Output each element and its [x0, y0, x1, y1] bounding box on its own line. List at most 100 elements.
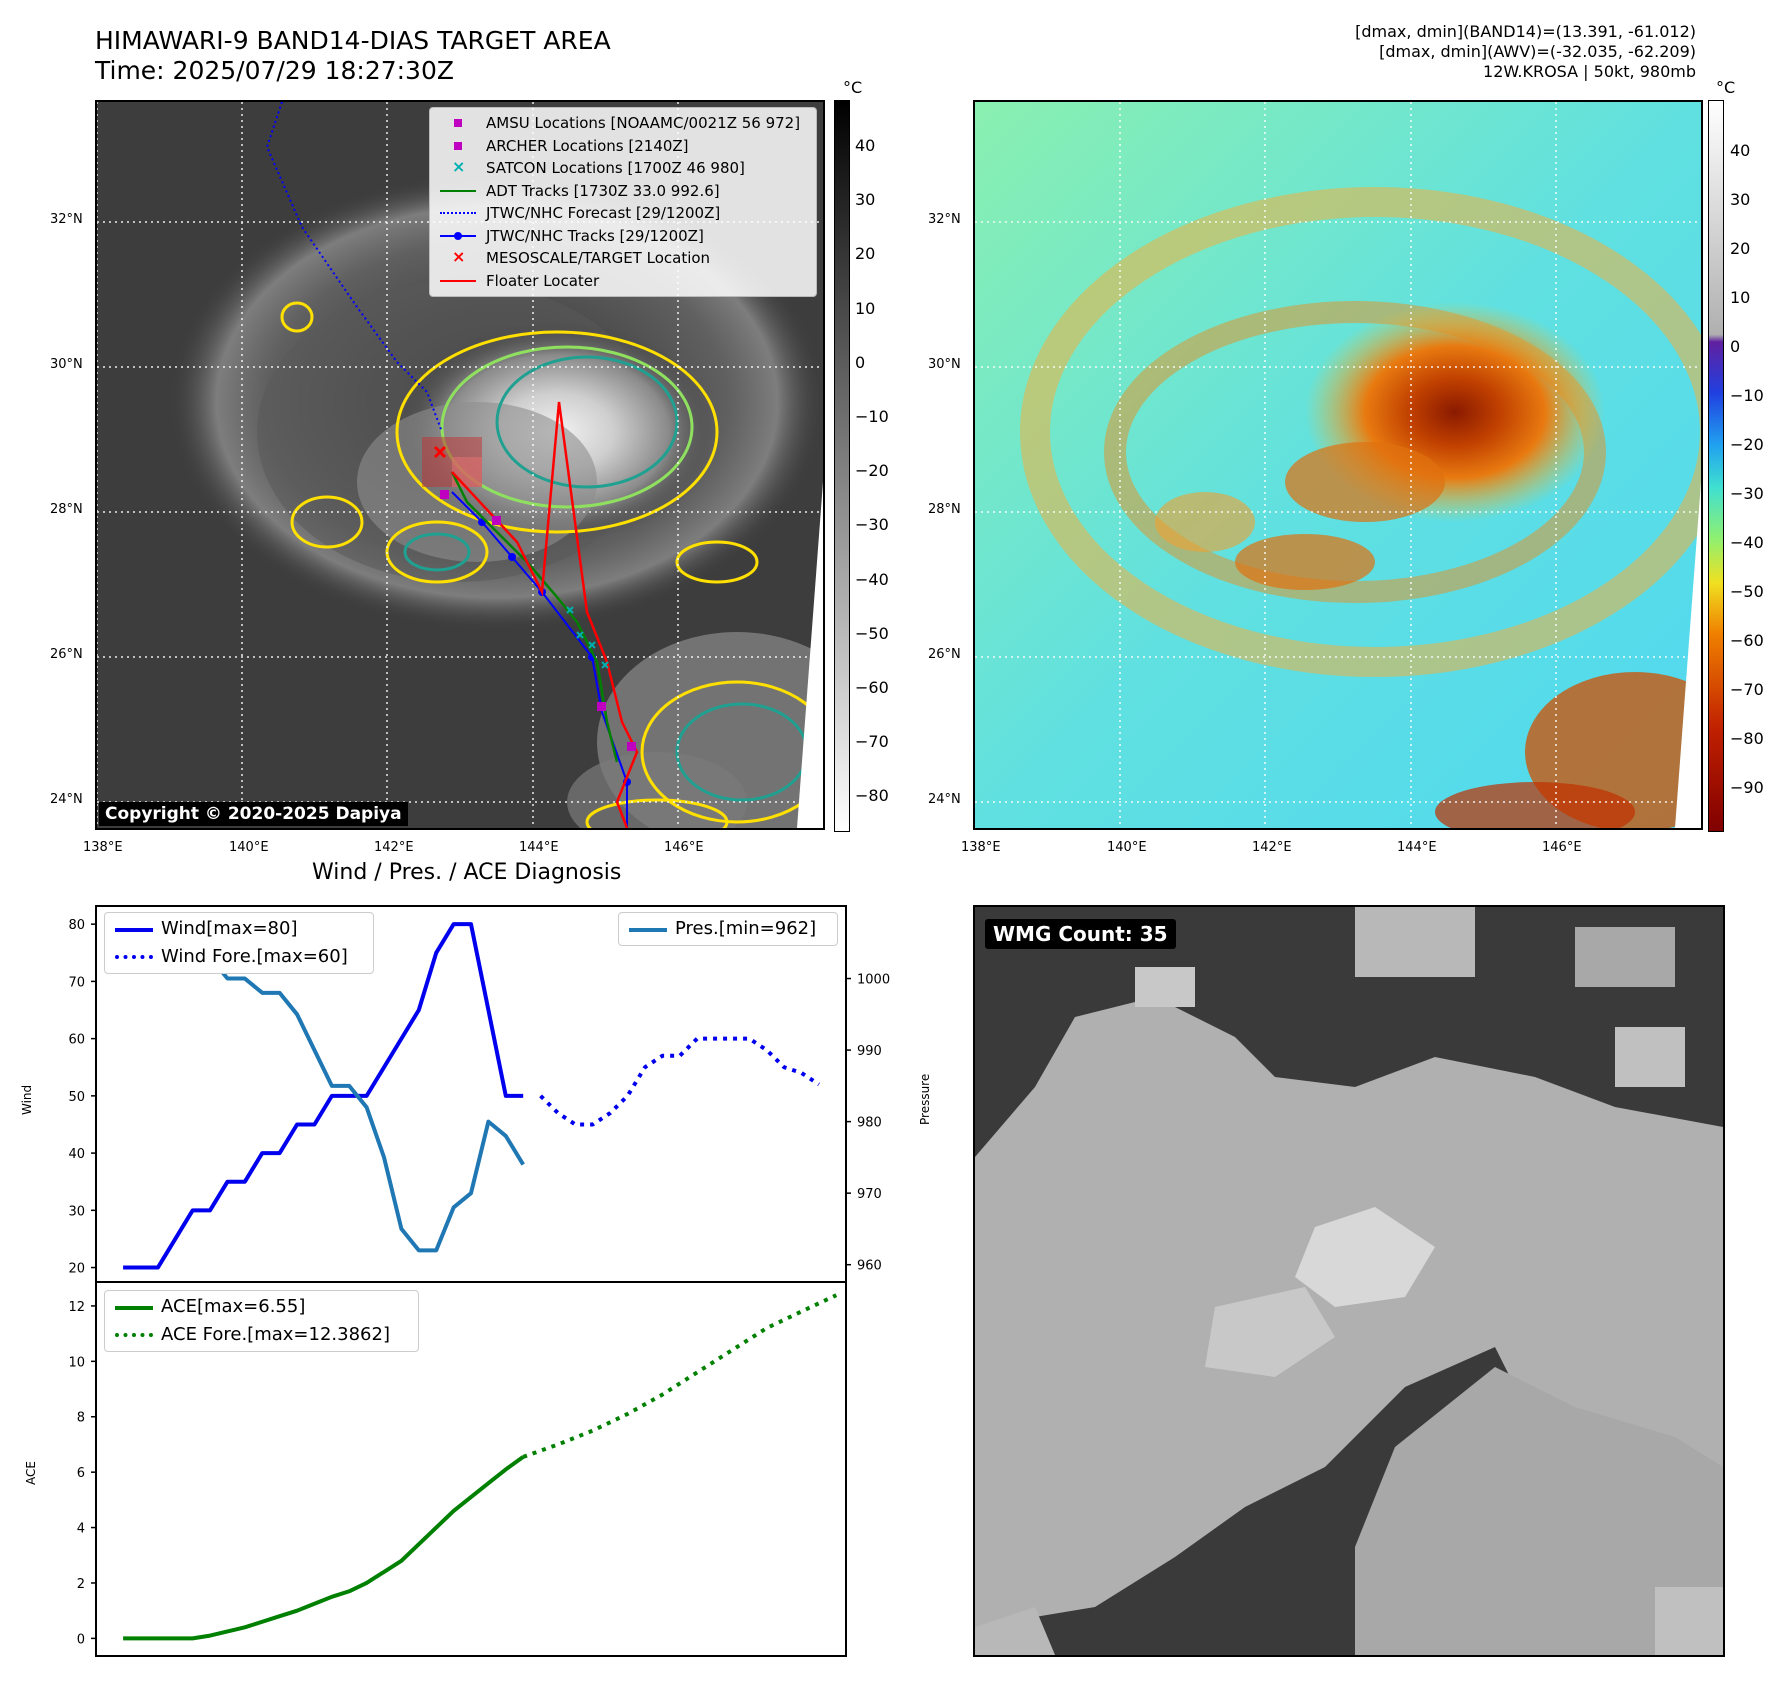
- y-tick-label: 10: [68, 1355, 85, 1370]
- lat-tick-label: 26°N: [928, 647, 961, 662]
- legend-item: Wind Fore.[max=60]: [113, 943, 365, 971]
- y-tick-label: 6: [77, 1466, 85, 1481]
- pressure-axis-label: Pressure: [918, 1073, 932, 1125]
- series-line-0-0: [123, 922, 524, 1270]
- y-tick-label: 12: [68, 1300, 85, 1315]
- ir-colorbar-tick: 10: [855, 298, 876, 318]
- lon-tick-label: 146°E: [1542, 840, 1582, 855]
- water-vapor-map: [973, 100, 1703, 830]
- lon-tick-label: 144°E: [1397, 840, 1437, 855]
- y-tick-label: 60: [68, 1033, 85, 1048]
- y-tick-label: 2: [77, 1577, 85, 1592]
- y-tick-label: 40: [68, 1147, 85, 1162]
- legend-item: Wind[max=80]: [113, 915, 365, 943]
- square-marker-icon: [438, 114, 478, 132]
- solid-line-icon: [113, 920, 153, 938]
- diagnosis-frame: [95, 905, 847, 1657]
- series-line-2-1: [522, 1293, 838, 1459]
- y-tick-label: 1000: [857, 973, 890, 988]
- ir-colorbar-unit: °C: [843, 78, 863, 97]
- wv-colorbar-tick: −20: [1730, 435, 1764, 454]
- legend-item: Pres.[min=962]: [627, 915, 829, 943]
- lon-tick-label: 138°E: [961, 840, 1001, 855]
- legend-item: × SATCON Locations [1700Z 46 980]: [438, 157, 808, 180]
- chart-divider: [97, 1281, 845, 1283]
- lat-tick-label: 24°N: [50, 792, 83, 807]
- ir-colorbar-tick: −50: [855, 623, 889, 643]
- lon-tick-label: 146°E: [664, 840, 704, 855]
- info-storm: 12W.KROSA | 50kt, 980mb: [1483, 62, 1696, 81]
- lon-tick-label: 144°E: [519, 840, 559, 855]
- lat-tick-label: 28°N: [50, 502, 83, 517]
- wv-colorbar-tick: 20: [1730, 239, 1751, 258]
- legend-item: JTWC/NHC Forecast [29/1200Z]: [438, 202, 808, 225]
- lon-tick-label: 138°E: [83, 840, 123, 855]
- wv-colorbar-tick: −50: [1730, 582, 1764, 601]
- line-marker-icon: [438, 272, 478, 290]
- solid-line-icon: [627, 920, 667, 938]
- lon-tick-label: 140°E: [1107, 840, 1147, 855]
- series-line-2-0: [123, 1455, 525, 1641]
- lat-tick-label: 30°N: [50, 357, 83, 372]
- pressure-legend: Pres.[min=962]: [618, 912, 838, 946]
- legend-item: ACE Fore.[max=12.3862]: [113, 1321, 410, 1349]
- wv-colorbar-unit: °C: [1716, 78, 1736, 97]
- ir-colorbar-tick: −10: [855, 407, 889, 426]
- legend-item: ACE[max=6.55]: [113, 1293, 410, 1321]
- line-marker-icon: [438, 182, 478, 200]
- x-marker-icon: ×: [452, 157, 466, 177]
- y-tick-label: 0: [77, 1632, 85, 1647]
- ir-colorbar-tick: −30: [855, 515, 889, 535]
- y-tick-label: 960: [857, 1259, 882, 1274]
- x-marker-icon: ×: [452, 247, 466, 267]
- wv-colorbar-tick: 0: [1730, 337, 1741, 356]
- y-tick-label: 80: [68, 918, 85, 933]
- ir-colorbar-tick: 0: [855, 352, 866, 372]
- map-legend: AMSU Locations [NOAAMC/0021Z 56 972] ARC…: [429, 107, 817, 297]
- lon-tick-label: 142°E: [374, 840, 414, 855]
- wv-colorbar-tick: −10: [1730, 386, 1764, 405]
- y-tick-label: 970: [857, 1187, 882, 1202]
- ace-axis-label: ACE: [24, 1461, 38, 1485]
- lat-tick-label: 24°N: [928, 792, 961, 807]
- ir-colorbar-tick: −80: [855, 786, 889, 806]
- wv-colorbar-tick: −90: [1730, 778, 1764, 797]
- lat-tick-label: 28°N: [928, 502, 961, 517]
- figure-time: Time: 2025/07/29 18:27:30Z: [95, 56, 454, 85]
- wv-colorbar: [1708, 100, 1724, 832]
- wmg-count-label: WMG Count: 35: [985, 919, 1176, 949]
- wv-map-svg: [975, 102, 1701, 828]
- dotted-line-icon: [113, 948, 153, 966]
- y-tick-label: 70: [68, 975, 85, 990]
- lat-tick-label: 26°N: [50, 647, 83, 662]
- ir-colorbar-tick: −70: [855, 732, 889, 752]
- wv-colorbar-tick: −40: [1730, 533, 1764, 552]
- ir-colorbar-tick: 40: [855, 136, 876, 155]
- wv-colorbar-tick: −80: [1730, 729, 1764, 748]
- y-tick-label: 20: [68, 1262, 85, 1277]
- y-tick-label: 4: [77, 1522, 85, 1537]
- y-tick-label: 980: [857, 1116, 882, 1131]
- info-band14: [dmax, dmin](BAND14)=(13.391, -61.012): [1355, 22, 1696, 41]
- diagnosis-title: Wind / Pres. / ACE Diagnosis: [312, 860, 622, 885]
- series-line-0-1: [539, 1036, 821, 1127]
- ir-satellite-map: AMSU Locations [NOAAMC/0021Z 56 972] ARC…: [95, 100, 825, 830]
- legend-item: ADT Tracks [1730Z 33.0 992.6]: [438, 180, 808, 203]
- line-dot-marker-icon: [438, 227, 478, 245]
- wv-colorbar-tick: −60: [1730, 631, 1764, 650]
- legend-item: Floater Locater: [438, 270, 808, 293]
- ir-colorbar-tick: 30: [855, 190, 876, 210]
- y-tick-label: 8: [77, 1411, 85, 1426]
- wv-colorbar-tick: 40: [1730, 141, 1751, 160]
- legend-item: × MESOSCALE/TARGET Location: [438, 247, 808, 270]
- wind-axis-label: Wind: [20, 1084, 34, 1115]
- y-tick-label: 990: [857, 1044, 882, 1059]
- ir-colorbar-tick: −20: [855, 461, 889, 481]
- wmg-svg: [975, 907, 1723, 1655]
- lat-tick-label: 32°N: [50, 212, 83, 227]
- wv-colorbar-tick: 10: [1730, 288, 1751, 307]
- wmg-panel: WMG Count: 35: [973, 905, 1725, 1657]
- dotted-line-icon: [438, 204, 478, 222]
- ir-colorbar-tick: 20: [855, 244, 876, 264]
- ir-colorbar: [834, 100, 850, 832]
